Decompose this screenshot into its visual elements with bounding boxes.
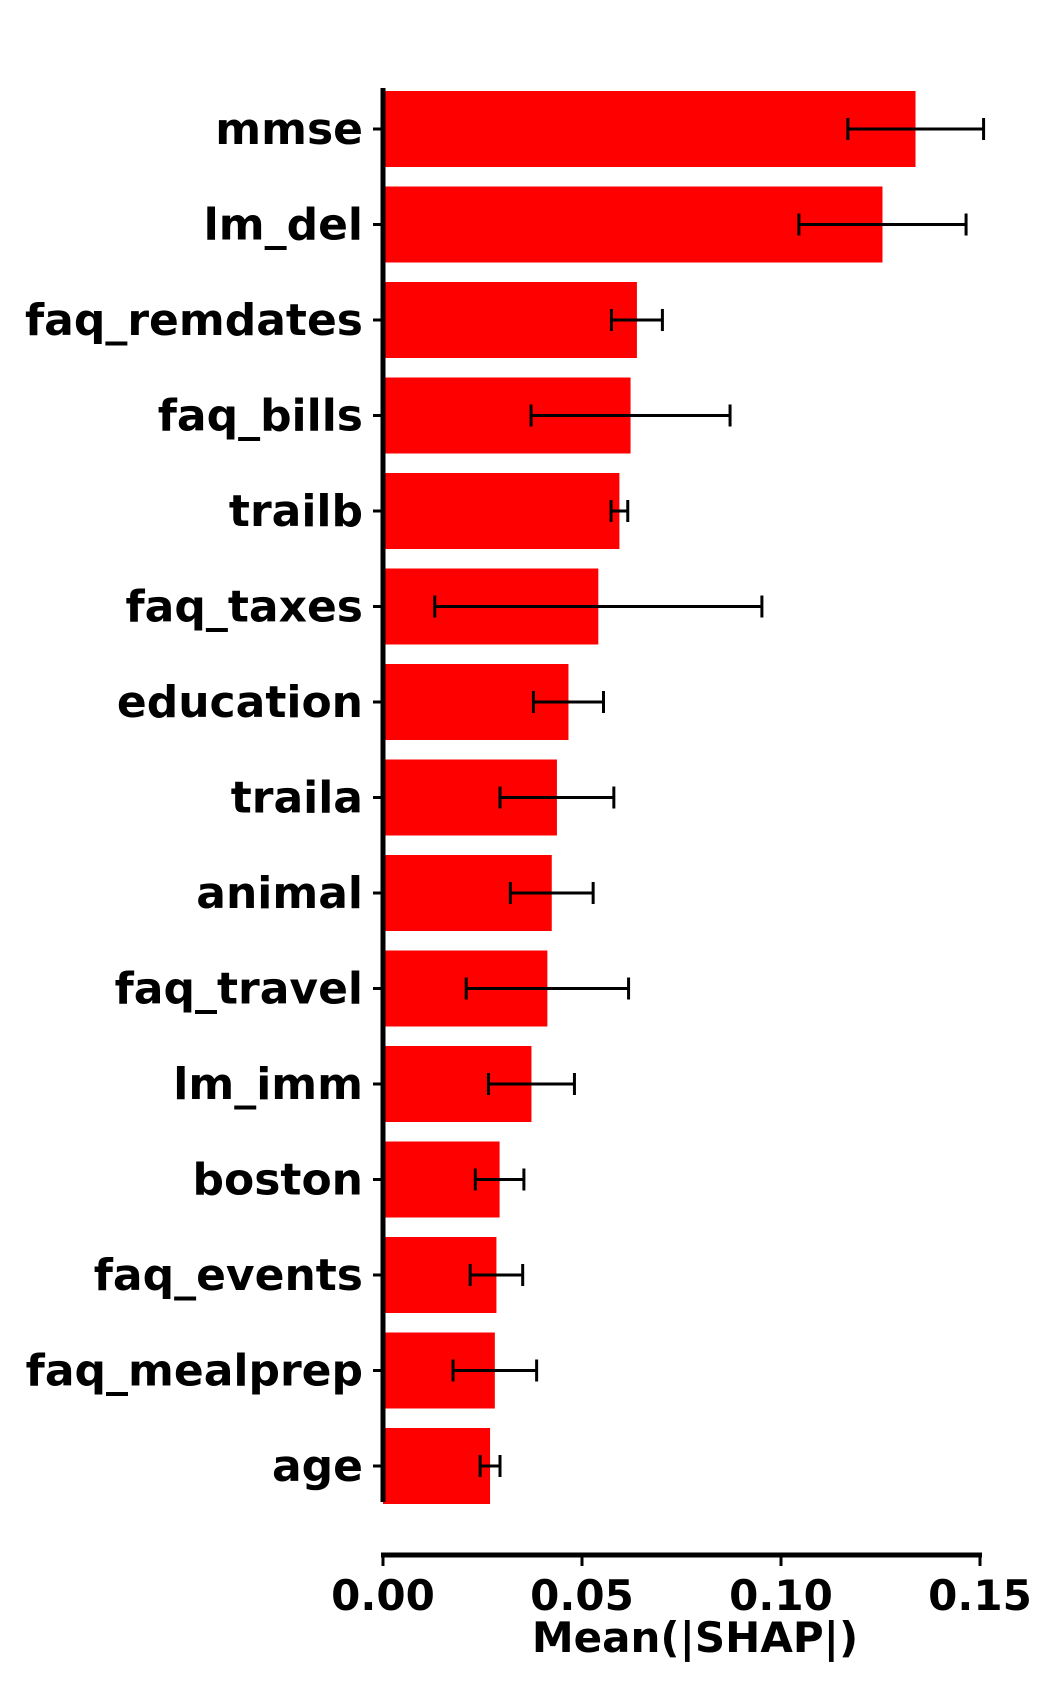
y-tick-label-faq_remdates: faq_remdates — [25, 295, 363, 346]
error-bar-education — [531, 691, 605, 713]
y-tick-label-faq_travel: faq_travel — [115, 964, 363, 1015]
bars-layer — [383, 91, 916, 1504]
y-tick-label-lm_imm: lm_imm — [173, 1059, 363, 1110]
error-bar-mmse — [846, 118, 986, 140]
bar-faq_remdates — [383, 282, 637, 358]
y-tick-label-trailb: trailb — [229, 486, 363, 537]
error-bar-faq_travel — [464, 977, 631, 1000]
error-bar-faq_remdates — [609, 309, 664, 331]
x-tick-label-0: 0.00 — [331, 1571, 435, 1620]
bar-mmse — [383, 91, 916, 167]
x-axis: 0.00 0.05 0.10 0.15 — [331, 1552, 1032, 1620]
y-tick-label-age: age — [272, 1441, 363, 1492]
y-tick-label-lm_del: lm_del — [204, 200, 363, 251]
y-tick-label-education: education — [117, 677, 363, 728]
error-bar-animal — [508, 882, 595, 904]
error-bar-faq_mealprep — [451, 1359, 539, 1382]
error-bar-faq_taxes — [433, 595, 764, 618]
y-tick-label-animal: animal — [196, 868, 363, 919]
bar-trailb — [383, 473, 620, 549]
error-bar-faq_events — [468, 1264, 525, 1286]
error-bar-trailb — [609, 500, 630, 522]
y-tick-label-faq_taxes: faq_taxes — [126, 582, 363, 633]
y-tick-label-faq_events: faq_events — [94, 1250, 363, 1301]
x-tick-label-3: 0.15 — [928, 1571, 1032, 1620]
y-tick-label-traila: traila — [231, 773, 363, 824]
error-bar-boston — [473, 1168, 526, 1191]
error-bar-age — [478, 1455, 502, 1477]
x-tick-label-1: 0.05 — [530, 1571, 634, 1620]
y-tick-label-mmse: mmse — [215, 104, 363, 155]
y-tick-label-boston: boston — [193, 1155, 364, 1206]
y-tick-label-faq_mealprep: faq_mealprep — [26, 1346, 363, 1397]
error-bar-faq_bills — [529, 404, 732, 427]
x-axis-title: Mean(|SHAP|) — [532, 1613, 858, 1662]
error-bar-traila — [498, 786, 616, 809]
bar-age — [383, 1428, 491, 1504]
x-tick-label-2: 0.10 — [729, 1571, 833, 1620]
error-bar-lm_imm — [486, 1073, 576, 1095]
error-bars-layer — [433, 118, 986, 1477]
error-bar-lm_del — [797, 213, 968, 236]
y-tick-label-faq_bills: faq_bills — [158, 391, 363, 442]
